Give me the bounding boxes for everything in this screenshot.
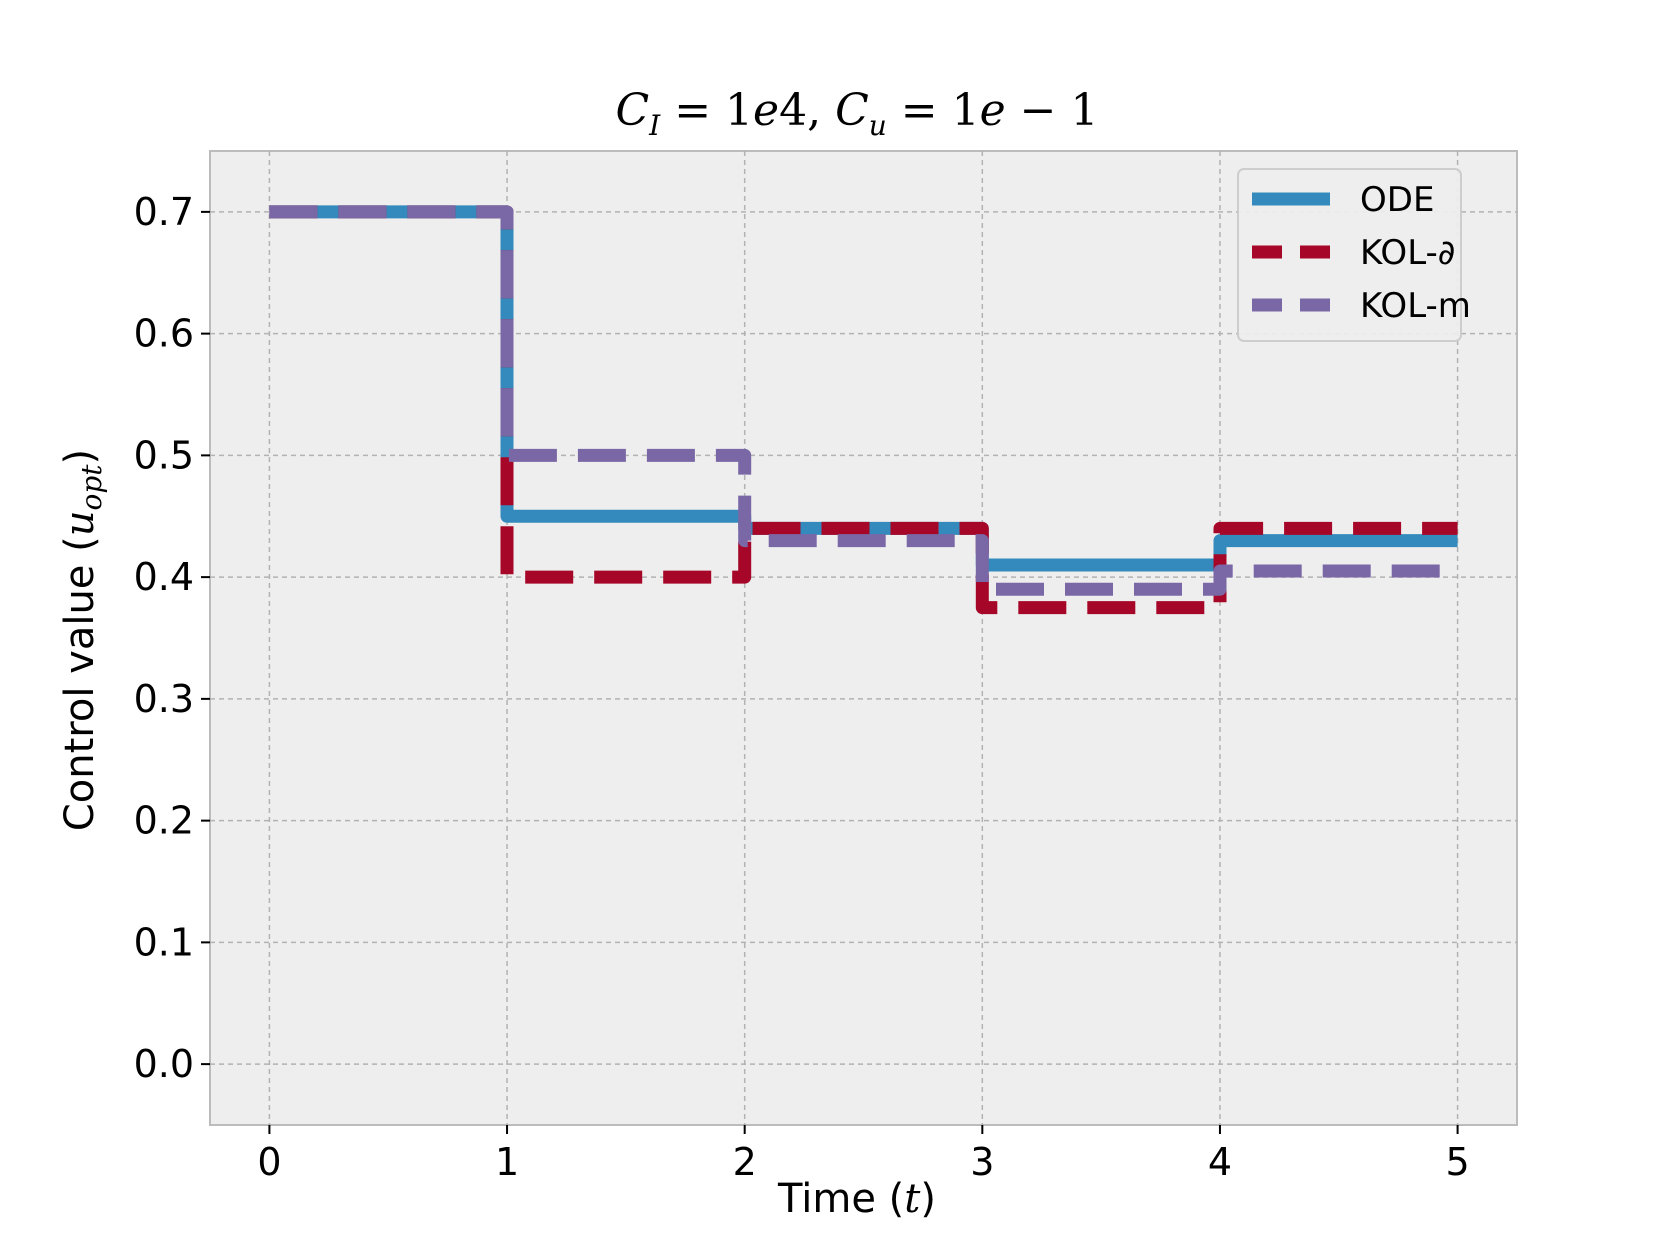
x-tick-label: 1 (495, 1140, 519, 1184)
y-tick-label: 0.0 (134, 1042, 194, 1086)
legend-label: KOL-∂ (1360, 233, 1455, 273)
legend: ODE KOL-∂ KOL-m (1237, 168, 1471, 342)
legend-label: ODE (1360, 180, 1434, 220)
x-axis-label: Time (t) (777, 1176, 936, 1222)
x-tick-label: 2 (733, 1140, 757, 1184)
ticks: 0 1 2 3 4 5 0.0 0.1 0.2 0.3 0.4 0.5 0.6 0.7 (134, 190, 1470, 1184)
series-layer (269, 205, 1458, 615)
x-tick-label: 0 (257, 1140, 281, 1184)
x-tick-label: 3 (970, 1140, 994, 1184)
y-tick-label: 0.4 (134, 555, 194, 599)
x-tick-label: 4 (1208, 1140, 1232, 1184)
y-tick-label: 0.6 (134, 312, 194, 356)
y-tick-label: 0.1 (134, 920, 194, 964)
legend-box (1237, 168, 1462, 342)
y-tick-label: 0.5 (134, 433, 194, 477)
series-line-2 (269, 205, 1458, 596)
chart-title: CI = 1e4, Cu = 1e − 1 (615, 85, 1098, 142)
y-tick-label: 0.3 (134, 677, 194, 721)
y-tick-label: 0.7 (134, 190, 194, 234)
y-axis-label: Control value (uopt) (57, 449, 108, 831)
legend-label: KOL-m (1360, 286, 1471, 326)
y-tick-label: 0.2 (134, 799, 194, 843)
x-tick-label: 5 (1445, 1140, 1469, 1184)
